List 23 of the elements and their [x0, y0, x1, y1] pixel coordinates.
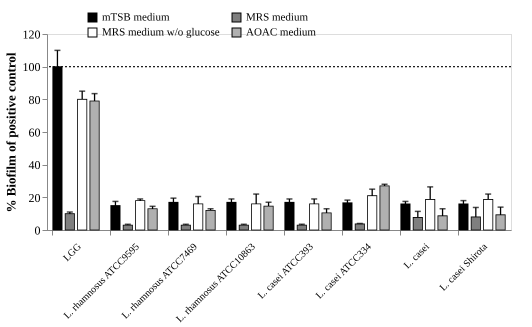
- y-tick-label: 20: [28, 190, 40, 205]
- bar: [110, 205, 120, 230]
- legend-label: mTSB medium: [102, 12, 170, 24]
- y-tick-label: 40: [28, 158, 40, 172]
- bar: [135, 200, 146, 230]
- bar: [264, 206, 274, 230]
- bar: [206, 210, 216, 230]
- legend-label: MRS medium: [246, 12, 308, 24]
- bar: [309, 203, 320, 230]
- y-tick-label: 80: [28, 92, 40, 107]
- y-tick-label: 0: [34, 224, 40, 238]
- x-tick-label: L. casei: [402, 241, 432, 272]
- bar: [483, 199, 494, 230]
- legend-label: MRS medium w/o glucose: [102, 26, 220, 38]
- bar: [168, 202, 178, 230]
- y-tick-label: 100: [22, 60, 40, 74]
- y-tick-label: 60: [28, 126, 40, 140]
- bar: [322, 212, 332, 230]
- bar: [380, 186, 390, 230]
- legend-label: AOAC medium: [246, 26, 316, 38]
- y-tick-label: 120: [22, 28, 40, 42]
- y-axis-title: % Biofilm of positive control: [4, 52, 18, 213]
- bar: [148, 208, 158, 230]
